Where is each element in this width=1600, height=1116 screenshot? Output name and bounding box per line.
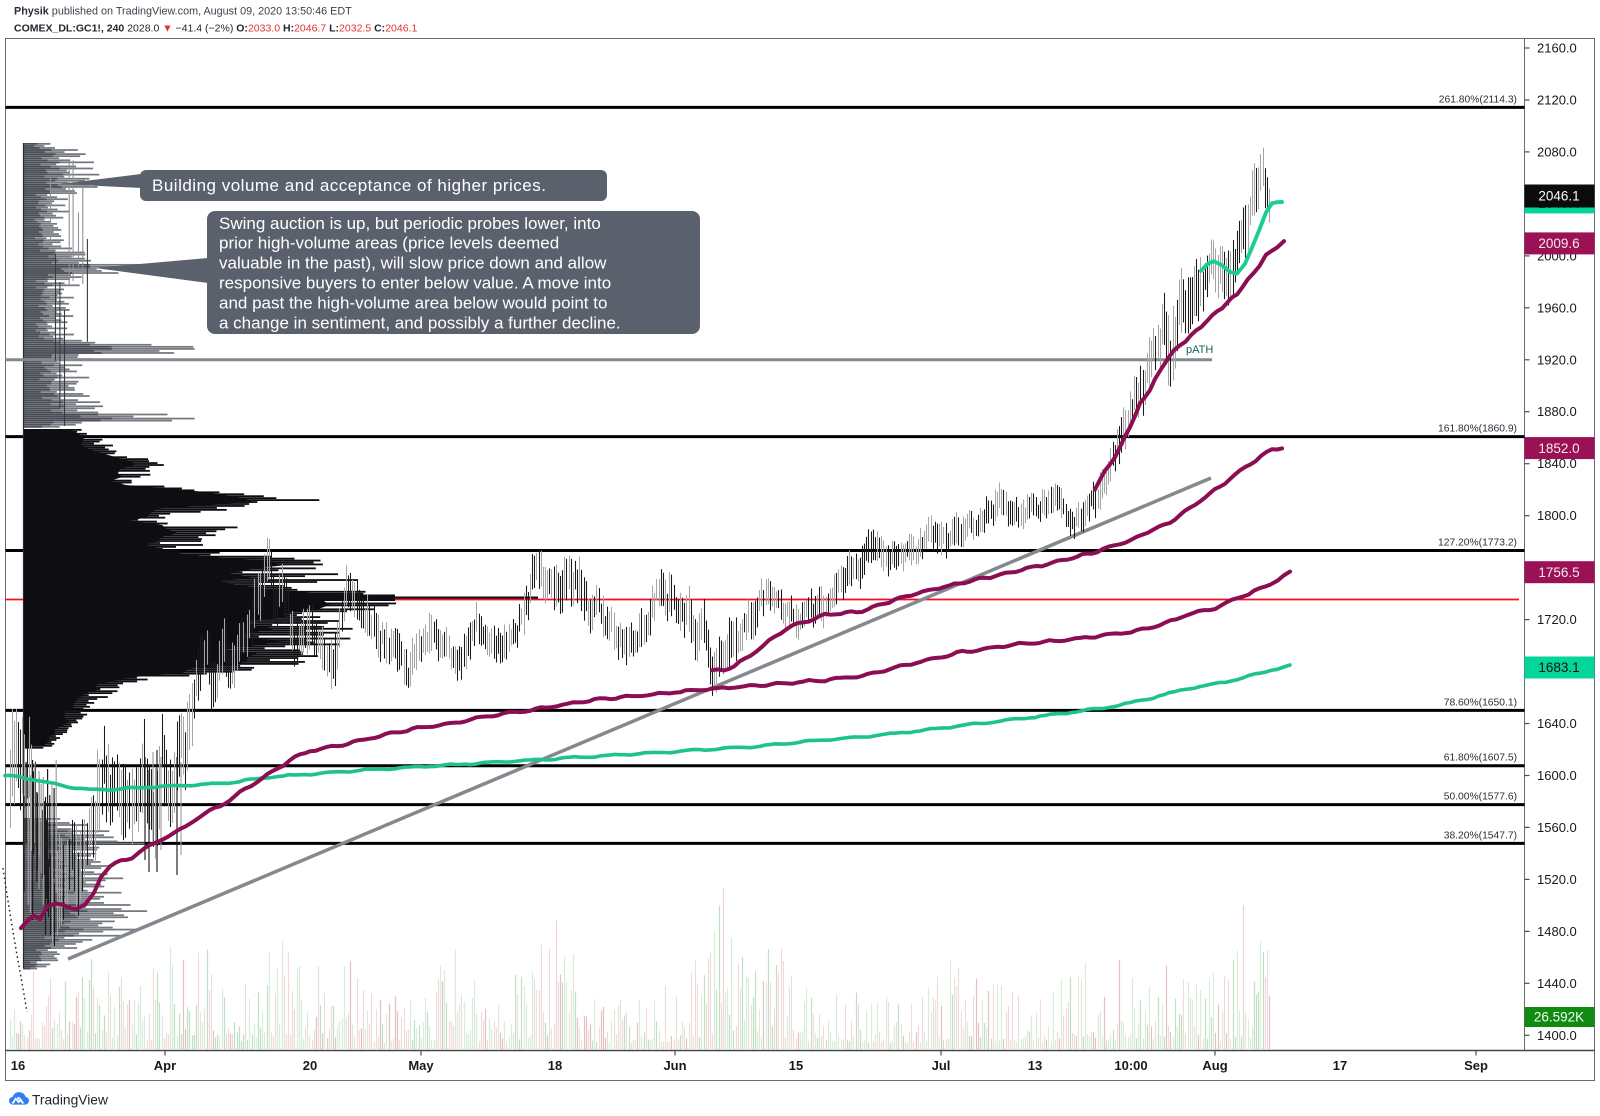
svg-text:127.20%(1773.2): 127.20%(1773.2) <box>1438 538 1517 549</box>
svg-text:1683.1: 1683.1 <box>1538 660 1579 675</box>
svg-text:1720.0: 1720.0 <box>1537 612 1577 627</box>
svg-text:valuable in the past), will sl: valuable in the past), will slow price d… <box>219 254 607 273</box>
svg-text:pATH: pATH <box>1186 344 1213 356</box>
svg-text:1852.0: 1852.0 <box>1538 441 1579 456</box>
svg-text:20: 20 <box>303 1058 317 1073</box>
svg-text:15: 15 <box>789 1058 803 1073</box>
svg-text:COMEX_DL:GC1!, 240 2028.0 ▼ −: COMEX_DL:GC1!, 240 2028.0 ▼ −41.4 (−2%) … <box>14 23 417 35</box>
svg-text:Aug: Aug <box>1202 1058 1227 1073</box>
svg-text:1880.0: 1880.0 <box>1537 404 1577 419</box>
svg-text:18: 18 <box>548 1058 562 1073</box>
svg-text:responsive buyers to enter bel: responsive buyers to enter below value. … <box>219 274 611 293</box>
svg-text:TradingView: TradingView <box>32 1093 108 1108</box>
svg-text:38.20%(1547.7): 38.20%(1547.7) <box>1444 830 1517 841</box>
svg-text:2046.1: 2046.1 <box>1538 189 1579 204</box>
svg-text:1520.0: 1520.0 <box>1537 872 1577 887</box>
svg-text:2080.0: 2080.0 <box>1537 144 1577 159</box>
svg-text:1600.0: 1600.0 <box>1537 768 1577 783</box>
svg-text:161.80%(1860.9): 161.80%(1860.9) <box>1438 424 1517 435</box>
svg-text:Apr: Apr <box>154 1058 176 1073</box>
svg-text:prior high-volume areas (price: prior high-volume areas (price levels de… <box>219 234 559 253</box>
svg-text:Sep: Sep <box>1464 1058 1488 1073</box>
svg-text:1640.0: 1640.0 <box>1537 716 1577 731</box>
svg-text:1840.0: 1840.0 <box>1537 456 1577 471</box>
svg-text:10:00: 10:00 <box>1114 1058 1147 1073</box>
svg-text:2009.6: 2009.6 <box>1538 236 1579 251</box>
svg-text:13: 13 <box>1028 1058 1042 1073</box>
svg-text:1560.0: 1560.0 <box>1537 820 1577 835</box>
svg-text:1480.0: 1480.0 <box>1537 924 1577 939</box>
svg-text:16: 16 <box>11 1058 25 1073</box>
svg-text:1800.0: 1800.0 <box>1537 508 1577 523</box>
svg-text:1400.0: 1400.0 <box>1537 1028 1577 1043</box>
svg-text:1920.0: 1920.0 <box>1537 352 1577 367</box>
svg-text:50.00%(1577.6): 50.00%(1577.6) <box>1444 792 1517 803</box>
svg-text:26.592K: 26.592K <box>1534 1010 1584 1025</box>
svg-text:Physik published on TradingVie: Physik published on TradingView.com, Aug… <box>14 6 352 18</box>
svg-text:Swing auction is up, but perio: Swing auction is up, but periodic probes… <box>219 214 601 233</box>
svg-text:2120.0: 2120.0 <box>1537 93 1577 108</box>
svg-text:1440.0: 1440.0 <box>1537 976 1577 991</box>
svg-text:and past the high-volume area: and past the high-volume area below woul… <box>219 293 607 312</box>
svg-text:261.80%(2114.3): 261.80%(2114.3) <box>1439 94 1517 105</box>
svg-text:2160.0: 2160.0 <box>1537 41 1577 56</box>
svg-text:a change in sentiment, and pos: a change in sentiment, and possibly a fu… <box>219 313 621 332</box>
svg-text:78.60%(1650.1): 78.60%(1650.1) <box>1444 697 1517 708</box>
svg-text:61.80%(1607.5): 61.80%(1607.5) <box>1444 753 1517 764</box>
svg-text:1960.0: 1960.0 <box>1537 300 1577 315</box>
svg-text:17: 17 <box>1333 1058 1347 1073</box>
svg-text:Building volume and acceptance: Building volume and acceptance of higher… <box>152 176 546 195</box>
svg-text:Jul: Jul <box>932 1058 951 1073</box>
svg-text:May: May <box>408 1058 434 1073</box>
svg-text:1756.5: 1756.5 <box>1538 565 1579 580</box>
svg-text:Jun: Jun <box>663 1058 686 1073</box>
